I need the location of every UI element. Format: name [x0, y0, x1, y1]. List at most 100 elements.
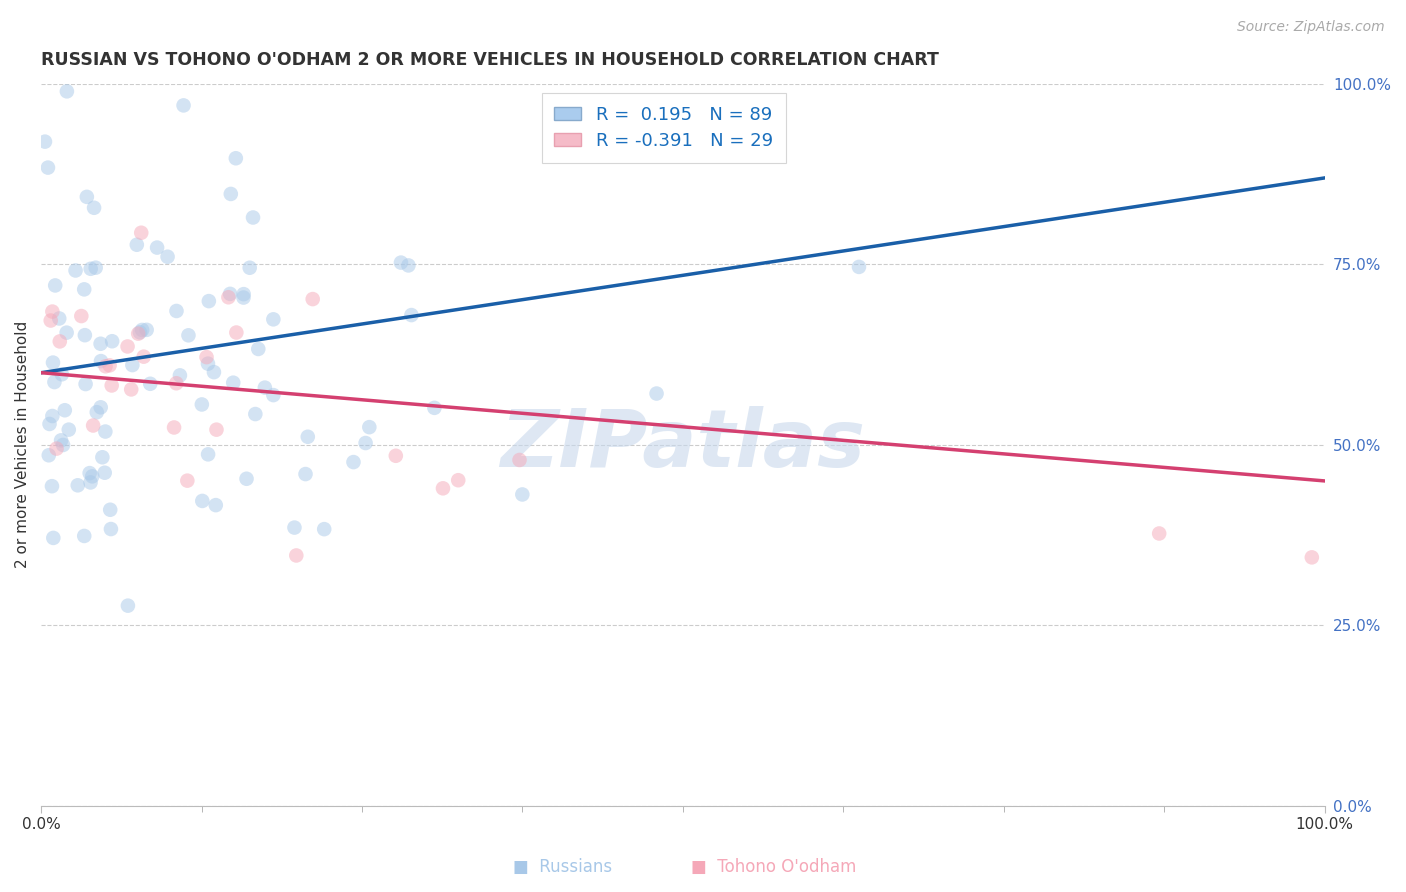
Point	[90, 354, 112, 368]
Point	[342, 455, 364, 469]
Point	[90, 336, 112, 351]
Point	[84, 260, 107, 275]
Point	[45, 442, 67, 456]
Point	[121, 358, 143, 372]
Point	[117, 339, 139, 353]
Point	[354, 436, 377, 450]
Point	[131, 323, 153, 337]
Point	[285, 549, 308, 563]
Point	[232, 291, 254, 305]
Point	[173, 98, 195, 112]
Point	[401, 308, 423, 322]
Point	[389, 255, 412, 269]
Text: ■  Tohono O'odham: ■ Tohono O'odham	[690, 858, 856, 876]
Point	[202, 365, 225, 379]
Point	[146, 241, 169, 255]
Point	[165, 376, 187, 391]
Point	[37, 161, 59, 175]
Point	[44, 375, 66, 389]
Point	[191, 494, 214, 508]
Point	[101, 334, 124, 349]
Point	[73, 529, 96, 543]
Y-axis label: 2 or more Vehicles in Household: 2 or more Vehicles in Household	[15, 321, 30, 568]
Point	[135, 323, 157, 337]
Point	[94, 359, 117, 374]
Point	[1301, 550, 1323, 565]
Point	[848, 260, 870, 274]
Point	[432, 481, 454, 495]
Point	[239, 260, 262, 275]
Point	[235, 472, 257, 486]
Point	[508, 453, 530, 467]
Point	[512, 487, 534, 501]
Point	[76, 190, 98, 204]
Point	[44, 278, 66, 293]
Point	[294, 467, 316, 481]
Point	[197, 357, 219, 371]
Point	[219, 286, 242, 301]
Point	[70, 309, 93, 323]
Point	[42, 355, 65, 369]
Point	[314, 522, 336, 536]
Point	[90, 401, 112, 415]
Point	[132, 350, 155, 364]
Point	[262, 388, 284, 402]
Point	[79, 475, 101, 490]
Point	[245, 407, 267, 421]
Point	[52, 438, 75, 452]
Point	[56, 84, 79, 98]
Point	[80, 261, 103, 276]
Point	[73, 328, 96, 343]
Point	[94, 425, 117, 439]
Point	[225, 151, 247, 165]
Point	[34, 135, 56, 149]
Point	[82, 418, 104, 433]
Point	[645, 386, 668, 401]
Text: RUSSIAN VS TOHONO O'ODHAM 2 OR MORE VEHICLES IN HOUSEHOLD CORRELATION CHART: RUSSIAN VS TOHONO O'ODHAM 2 OR MORE VEHI…	[41, 51, 939, 69]
Point	[177, 328, 200, 343]
Point	[222, 376, 245, 390]
Point	[66, 478, 89, 492]
Point	[217, 290, 239, 304]
Point	[219, 186, 242, 201]
Point	[86, 405, 108, 419]
Point	[98, 502, 121, 516]
Point	[117, 599, 139, 613]
Text: ■  Russians: ■ Russians	[513, 858, 612, 876]
Point	[93, 466, 115, 480]
Point	[53, 403, 76, 417]
Point	[195, 350, 218, 364]
Point	[232, 287, 254, 301]
Point	[247, 342, 270, 356]
Text: ZIPatlas: ZIPatlas	[501, 406, 865, 483]
Point	[205, 423, 228, 437]
Point	[253, 381, 276, 395]
Point	[98, 359, 121, 373]
Point	[197, 447, 219, 461]
Legend: R =  0.195   N = 89, R = -0.391   N = 29: R = 0.195 N = 89, R = -0.391 N = 29	[541, 93, 786, 162]
Point	[73, 282, 96, 296]
Point	[176, 474, 198, 488]
Point	[1147, 526, 1170, 541]
Point	[139, 376, 162, 391]
Point	[55, 326, 77, 340]
Point	[100, 522, 122, 536]
Point	[127, 326, 149, 341]
Point	[129, 326, 152, 340]
Point	[163, 420, 186, 434]
Point	[262, 312, 284, 326]
Point	[58, 423, 80, 437]
Point	[41, 304, 63, 318]
Point	[447, 473, 470, 487]
Point	[41, 409, 63, 423]
Point	[75, 377, 97, 392]
Point	[385, 449, 408, 463]
Point	[51, 368, 73, 382]
Point	[359, 420, 381, 434]
Point	[100, 378, 122, 392]
Point	[82, 469, 104, 483]
Point	[125, 237, 148, 252]
Point	[198, 294, 221, 309]
Point	[204, 498, 226, 512]
Point	[156, 250, 179, 264]
